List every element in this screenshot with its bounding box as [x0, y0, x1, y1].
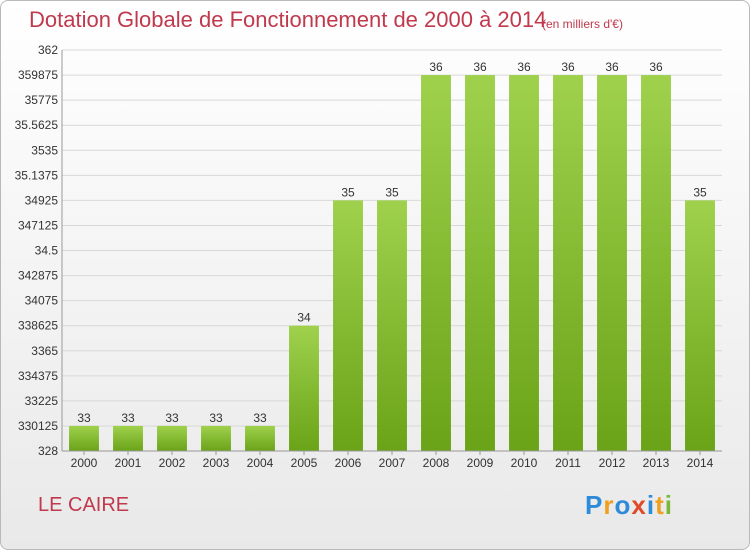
y-tick-label: 342875 [18, 269, 58, 283]
bar-2007 [377, 200, 407, 451]
y-tick-label: 33225 [25, 394, 59, 408]
data-label-2000: 33 [77, 411, 91, 425]
data-label-2004: 33 [253, 411, 267, 425]
data-label-2014: 35 [693, 185, 707, 199]
y-tick-label: 3535 [31, 143, 58, 157]
bar-2002 [157, 425, 187, 451]
x-tick-label-2004: 2004 [247, 456, 274, 470]
logo-letter: i [664, 490, 673, 520]
bar-2003 [201, 425, 231, 451]
data-label-2006: 35 [341, 185, 355, 199]
x-tick-label-2000: 2000 [71, 456, 98, 470]
bar-2012 [597, 75, 627, 451]
y-tick-label: 35.5625 [15, 118, 59, 132]
x-tick-label-2013: 2013 [643, 456, 670, 470]
data-label-2013: 36 [649, 60, 663, 74]
x-tick-label-2010: 2010 [511, 456, 538, 470]
logo-letter: t [655, 490, 665, 520]
data-label-2007: 35 [385, 185, 399, 199]
y-tick-label: 362 [38, 43, 58, 57]
chart-unit: (en milliers d'€) [542, 17, 623, 31]
y-tick-label: 359875 [18, 68, 58, 82]
data-label-2012: 36 [605, 60, 619, 74]
x-tick-label-2012: 2012 [599, 456, 626, 470]
data-label-2003: 33 [209, 411, 223, 425]
data-label-2011: 36 [561, 60, 575, 74]
data-label-2002: 33 [165, 411, 179, 425]
axes: 328 330125 33225 334375 3365 338625 34075 34287… [15, 43, 722, 470]
y-tick-label: 34925 [25, 193, 59, 207]
x-tick-label-2006: 2006 [335, 456, 362, 470]
y-tick-label: 35.1375 [15, 168, 59, 182]
data-label-2010: 36 [517, 60, 531, 74]
chart-title: Dotation Globale de Fonctionnement de 20… [29, 7, 547, 32]
x-tick-label-2003: 2003 [203, 456, 230, 470]
bar-2009 [465, 75, 495, 451]
data-label-2005: 34 [297, 311, 311, 325]
data-label-2009: 36 [473, 60, 487, 74]
x-tick-label-2009: 2009 [467, 456, 494, 470]
x-tick-label-2008: 2008 [423, 456, 450, 470]
y-tick-label: 330125 [18, 419, 58, 433]
bar-2004 [245, 425, 275, 451]
logo-letter: x [631, 490, 647, 520]
bar-2006 [333, 200, 363, 451]
bars: 33 33 33 33 33 34 35 35 36 36 36 36 36 36 35 [69, 60, 715, 451]
bar-2013 [641, 75, 671, 451]
commune-name: LE CAIRE [38, 494, 130, 516]
bar-2010 [509, 75, 539, 451]
data-label-2008: 36 [429, 60, 443, 74]
bar-2008 [421, 75, 451, 451]
y-tick-label: 334375 [18, 369, 58, 383]
x-tick-label-2007: 2007 [379, 456, 406, 470]
x-tick-label-2002: 2002 [159, 456, 186, 470]
y-tick-label: 35775 [25, 93, 59, 107]
logo-letter: o [614, 490, 632, 520]
y-tick-label: 328 [38, 444, 58, 458]
logo-letter: r [603, 490, 615, 520]
x-tick-label-2014: 2014 [687, 456, 714, 470]
y-tick-label: 34075 [25, 294, 59, 308]
y-tick-label: 338625 [18, 319, 58, 333]
bar-2011 [553, 75, 583, 451]
y-tick-label: 34.5 [35, 244, 59, 258]
logo-letter: P [585, 490, 604, 520]
bar-2014 [685, 200, 715, 451]
logo-letter: i [646, 490, 656, 520]
bar-2000 [69, 425, 99, 451]
x-tick-label-2001: 2001 [115, 456, 142, 470]
y-tick-label: 3365 [31, 344, 58, 358]
bar-2001 [113, 425, 143, 451]
data-label-2001: 33 [121, 411, 135, 425]
x-tick-label-2005: 2005 [291, 456, 318, 470]
y-tick-label: 347125 [18, 218, 58, 232]
bar-2005 [289, 325, 319, 451]
proxiti-logo: Proxiti [585, 490, 673, 521]
x-tick-label-2011: 2011 [555, 456, 581, 470]
